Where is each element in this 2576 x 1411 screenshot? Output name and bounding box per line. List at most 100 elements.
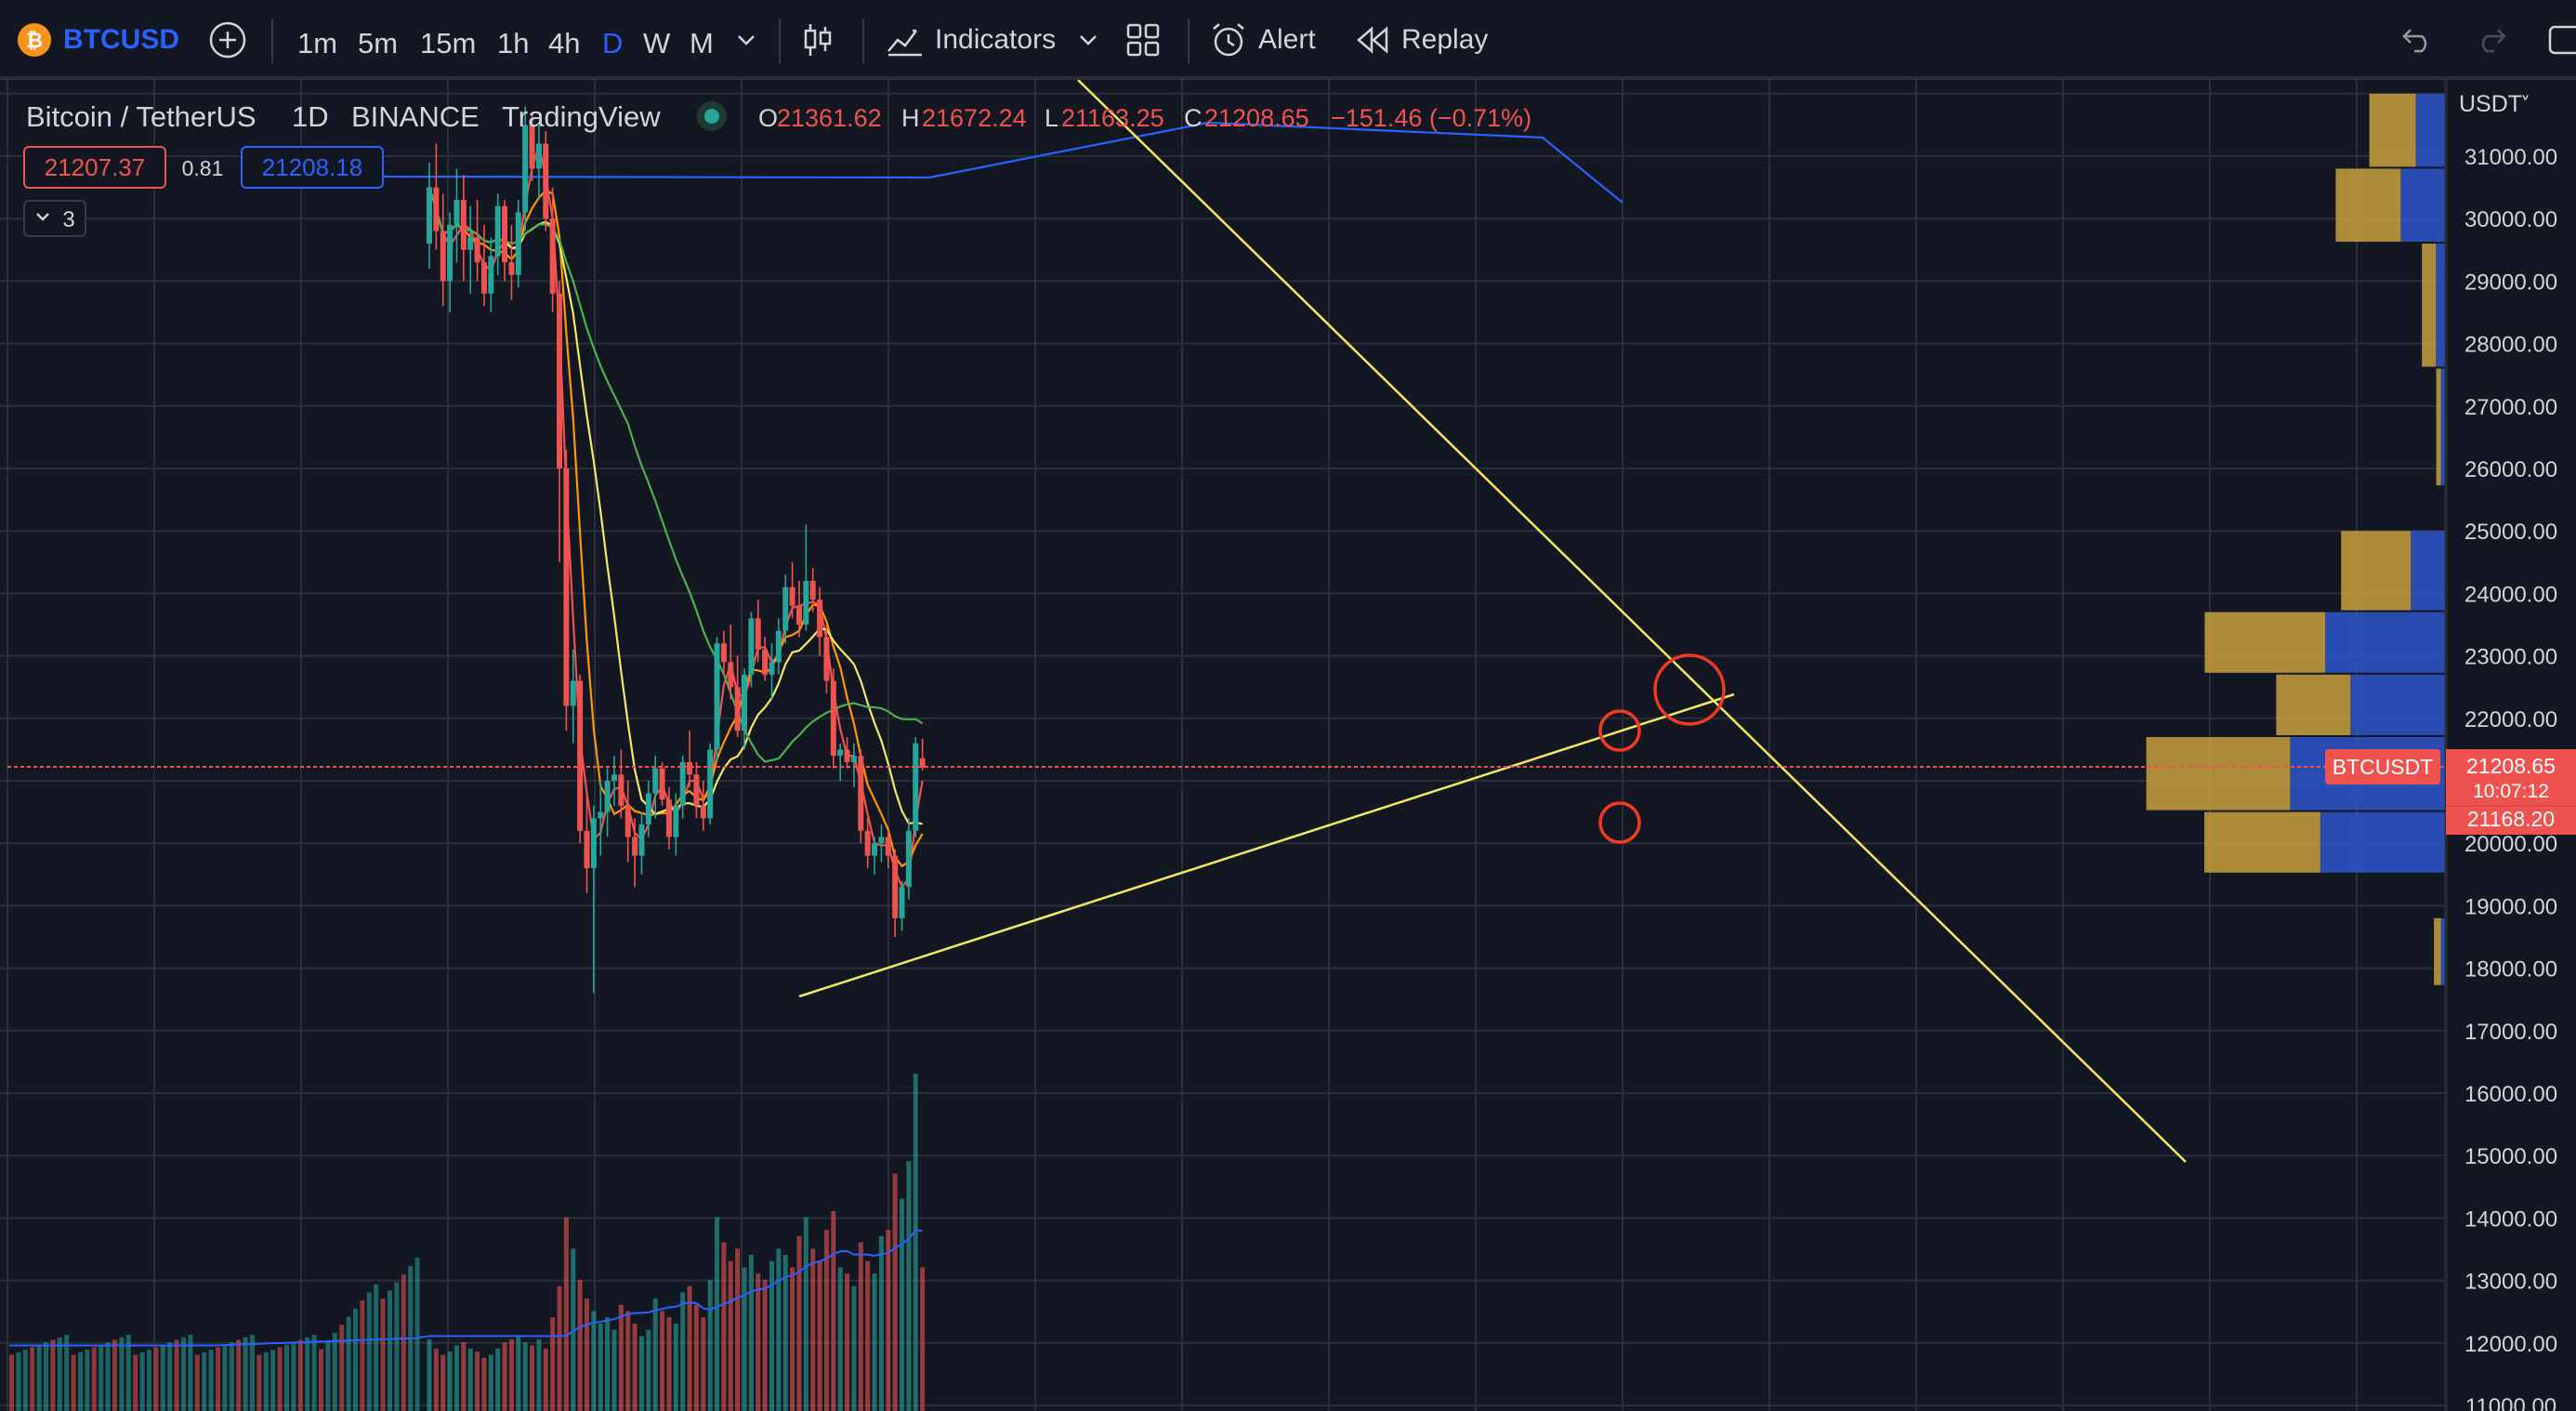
volume-bar (530, 1345, 535, 1411)
currency-label[interactable]: USDT (2459, 91, 2522, 117)
candle-body (598, 811, 604, 819)
candle-body (762, 649, 769, 675)
candle-body (693, 774, 700, 806)
volume-bar (44, 1342, 48, 1411)
candle-body (494, 205, 501, 257)
toolbar-divider (862, 19, 864, 63)
chevron-down-icon (736, 33, 756, 46)
replay-button[interactable]: Replay (1357, 0, 1488, 80)
price-scale-panel[interactable] (2446, 80, 2576, 1411)
volume-bar (803, 1217, 808, 1411)
volume-bar (360, 1300, 365, 1411)
volume-bar (208, 1350, 214, 1411)
candle-body (584, 830, 590, 869)
candle-body (809, 580, 816, 600)
alert-button[interactable]: Alert (1210, 0, 1316, 80)
timeframe-1m[interactable]: 1m (297, 27, 338, 59)
candle-body (789, 587, 795, 606)
undo-button[interactable] (2401, 0, 2435, 80)
volume-bar (236, 1339, 242, 1411)
candle-body (624, 805, 631, 837)
price-tick-label: 25000.00 (2464, 520, 2557, 545)
volume-profile-down (2320, 811, 2446, 873)
candle-body (659, 768, 665, 800)
plus-circle-icon (208, 20, 247, 59)
volume-bar (427, 1338, 432, 1411)
candle-body (488, 256, 494, 294)
indicators-toggle[interactable] (23, 200, 86, 237)
undo-icon (2401, 26, 2435, 54)
volume-bar (701, 1317, 706, 1411)
candle-body (679, 761, 686, 806)
volume-bar (433, 1348, 439, 1411)
chart-type-button[interactable] (801, 0, 835, 80)
timeframe-m[interactable]: M (690, 27, 714, 59)
ohlc-open: 21361.62 (777, 104, 882, 132)
candle-body (570, 680, 576, 706)
volume-bar (277, 1347, 283, 1411)
trendline-drawings[interactable] (798, 80, 2187, 1163)
volume-bar (577, 1279, 583, 1411)
volume-bar (339, 1325, 345, 1411)
volume-bar (440, 1354, 446, 1411)
indicators-dropdown[interactable] (1078, 0, 1098, 80)
candle-body (707, 749, 714, 819)
volume-bar (453, 1345, 459, 1411)
volume-bar (9, 1354, 14, 1411)
volume-bars (9, 1074, 926, 1411)
volume-bar (64, 1335, 70, 1411)
volume-profile-up (2204, 612, 2326, 673)
indicators-button[interactable]: Indicators (887, 0, 1056, 80)
volume-bar (216, 1347, 220, 1411)
volume-bar (447, 1352, 453, 1411)
ohlc-change: −151.46 (−0.71%) (1331, 104, 1531, 132)
redo-button[interactable] (2474, 0, 2507, 80)
fullscreen-button[interactable] (2546, 0, 2576, 80)
symbol-search[interactable]: ₿ BTCUSD (17, 0, 179, 80)
volume-bar (488, 1354, 493, 1411)
timeframe-dropdown[interactable] (736, 0, 756, 80)
volume-bar (913, 1074, 918, 1411)
candle-body (720, 643, 727, 663)
candle-body (460, 200, 467, 250)
ask-box[interactable] (241, 146, 384, 189)
indicators-label: Indicators (935, 24, 1057, 55)
volume-bar (591, 1311, 597, 1411)
volume-bar (481, 1357, 487, 1411)
candle-body (850, 756, 857, 762)
bid-box[interactable] (23, 146, 166, 189)
candle-body (453, 200, 460, 225)
candles-icon (801, 21, 835, 59)
price-chart[interactable]: 31000.00 30000.00 29000.00 28000.00 27000.00… (0, 80, 2576, 1411)
candle-body (529, 125, 535, 169)
volume-bar (16, 1352, 21, 1411)
volume-bar (153, 1347, 159, 1411)
price-tick-label: 19000.00 (2464, 894, 2557, 919)
volume-bar (297, 1339, 303, 1411)
volume-bar (810, 1248, 816, 1411)
volume-profile-down (2436, 244, 2446, 367)
volume-bar (508, 1338, 514, 1411)
timeframe-w[interactable]: W (643, 27, 671, 59)
volume-bar (776, 1248, 782, 1411)
volume-bar (845, 1273, 850, 1411)
volume-bar (666, 1317, 672, 1411)
price-tick-label: 14000.00 (2464, 1207, 2557, 1232)
volume-bar (353, 1308, 358, 1411)
timeframe-5m[interactable]: 5m (358, 27, 399, 59)
timeframe-4h[interactable]: 4h (548, 27, 581, 59)
candle-body (502, 205, 508, 263)
volume-bar (858, 1242, 863, 1411)
volume-bar (133, 1354, 138, 1411)
redo-icon (2474, 26, 2507, 54)
layout-button[interactable] (1126, 0, 1160, 80)
ohlc-low: 21163.25 (1061, 104, 1164, 132)
volume-bar (618, 1304, 624, 1411)
timeframe-15m[interactable]: 15m (420, 27, 477, 59)
volume-bar (105, 1342, 111, 1411)
timeframe-d[interactable]: D (602, 27, 624, 59)
volume-bar (250, 1335, 255, 1411)
candle-body (687, 761, 693, 775)
timeframe-1h[interactable]: 1h (497, 27, 530, 59)
compare-add-button[interactable] (208, 0, 247, 80)
